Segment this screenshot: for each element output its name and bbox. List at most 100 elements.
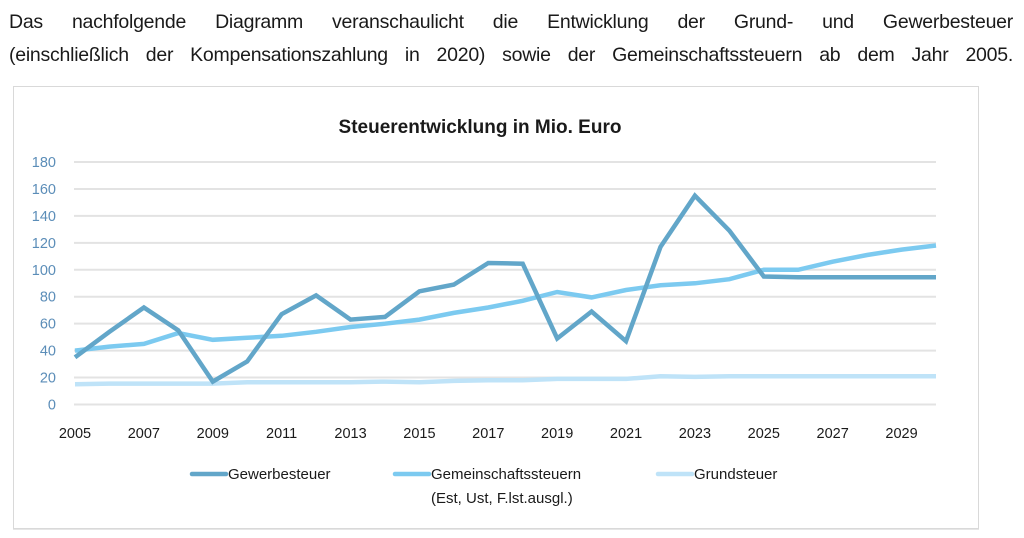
data-point: [658, 244, 663, 249]
data-point: [899, 275, 904, 280]
data-point: [934, 374, 939, 379]
x-tick-label: 2027: [817, 426, 849, 442]
x-tick-label: 2019: [541, 426, 573, 442]
legend-item: Grundsteuer: [655, 466, 777, 483]
data-point: [141, 381, 146, 386]
data-point: [865, 275, 870, 280]
data-point: [589, 309, 594, 314]
data-point: [417, 317, 422, 322]
data-point: [451, 282, 456, 287]
chart-title: Steuerentwicklung in Mio. Euro: [339, 117, 622, 138]
data-point: [279, 333, 284, 338]
data-point: [210, 337, 215, 342]
series-line-gemeinschaftssteuern: [74, 243, 937, 353]
data-point: [555, 290, 560, 295]
data-point: [899, 247, 904, 252]
data-point: [73, 355, 78, 360]
x-tick-label: 2021: [610, 426, 642, 442]
x-tick-label: 2007: [128, 426, 160, 442]
data-point: [382, 314, 387, 319]
data-point: [830, 259, 835, 264]
data-point: [176, 381, 181, 386]
y-tick-label: 180: [32, 155, 56, 171]
data-point: [796, 275, 801, 280]
data-point: [279, 380, 284, 385]
data-point: [73, 382, 78, 387]
data-point: [141, 305, 146, 310]
data-point: [520, 378, 525, 383]
y-tick-label: 120: [32, 236, 56, 252]
intro-text: Das nachfolgende Diagramm veranschaulich…: [9, 6, 1013, 72]
data-point: [727, 277, 732, 282]
data-point: [382, 379, 387, 384]
data-point: [451, 310, 456, 315]
data-point: [830, 374, 835, 379]
data-point: [761, 374, 766, 379]
data-point: [348, 317, 353, 322]
y-tick-label: 80: [40, 290, 56, 306]
data-point: [624, 287, 629, 292]
x-tick-label: 2013: [334, 426, 366, 442]
legend-item: Gewerbesteuer: [189, 466, 331, 483]
data-point: [899, 374, 904, 379]
data-point: [692, 281, 697, 286]
legend-label: Gemeinschaftssteuern: [431, 466, 581, 483]
y-tick-label: 140: [32, 209, 56, 225]
series-line-gewerbesteuer: [73, 192, 936, 385]
x-tick-label: 2011: [266, 426, 297, 442]
series-lines: [73, 192, 939, 387]
data-point: [486, 305, 491, 310]
data-point: [279, 312, 284, 317]
legend-label: Grundsteuer: [694, 466, 777, 483]
legend-item: Gemeinschaftssteuern (Est, Ust, F.lst.aus…: [392, 466, 581, 507]
x-tick-label: 2005: [59, 426, 91, 442]
x-tick-label: 2025: [748, 426, 780, 442]
data-point: [727, 374, 732, 379]
data-point: [73, 348, 78, 353]
x-tick-label: 2029: [885, 426, 917, 442]
data-point: [624, 376, 629, 381]
data-point: [865, 252, 870, 257]
data-point: [589, 295, 594, 300]
legend-label: Gewerbesteuer: [228, 466, 331, 483]
data-point: [555, 376, 560, 381]
data-point: [417, 289, 422, 294]
data-point: [658, 374, 663, 379]
data-point: [210, 379, 215, 384]
data-point: [658, 283, 663, 288]
x-tick-label: 2017: [472, 426, 504, 442]
legend-label: (Est, Ust, F.lst.ausgl.): [431, 490, 573, 507]
intro-line-1: Das nachfolgende Diagramm veranschaulich…: [9, 11, 1013, 33]
data-point: [382, 321, 387, 326]
data-point: [417, 380, 422, 385]
data-point: [934, 275, 939, 280]
data-point: [107, 329, 112, 334]
data-point: [314, 293, 319, 298]
data-point: [141, 341, 146, 346]
data-point: [245, 359, 250, 364]
data-point: [727, 228, 732, 233]
x-axis-ticks: 2005 2007 2009 2011 2013 2015 2017 2019 2021 2023…: [59, 426, 918, 442]
series-line-grundsteuer: [74, 373, 936, 387]
data-point: [830, 275, 835, 280]
x-tick-label: 2015: [403, 426, 435, 442]
data-point: [245, 380, 250, 385]
data-point: [486, 378, 491, 383]
y-tick-label: 40: [40, 344, 56, 360]
intro-line-2: (einschließlich der Kompensationszahlung…: [9, 44, 1013, 66]
data-point: [314, 329, 319, 334]
y-tick-label: 160: [32, 182, 56, 198]
y-tick-label: 100: [32, 263, 56, 279]
data-point: [520, 261, 525, 266]
x-tick-label: 2023: [679, 426, 711, 442]
data-point: [692, 193, 697, 198]
data-point: [624, 339, 629, 344]
data-point: [451, 378, 456, 383]
y-axis-ticks: 0 20 40 60 80 100 120 140 160 180: [32, 155, 56, 414]
data-point: [486, 261, 491, 266]
x-tick-label: 2009: [197, 426, 229, 442]
data-point: [865, 374, 870, 379]
data-point: [348, 325, 353, 330]
y-tick-label: 60: [40, 317, 56, 333]
